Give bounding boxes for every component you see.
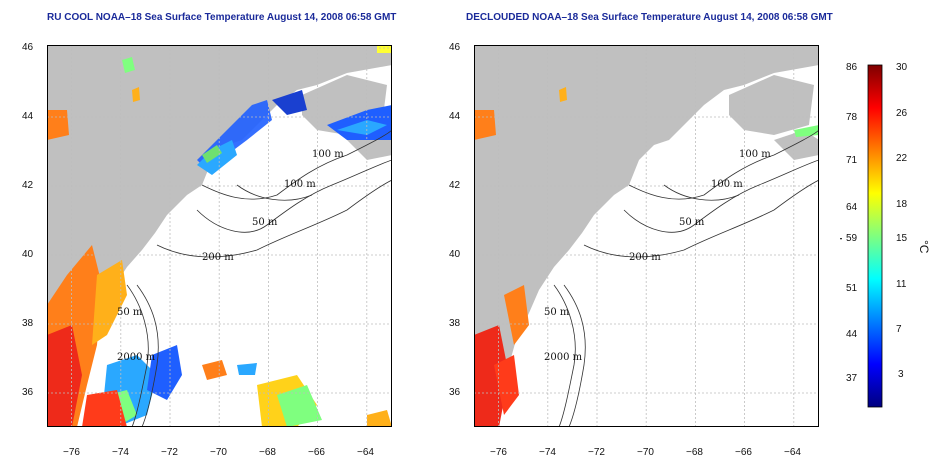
y-tick-labels: 46 44 42 40 38 36 xyxy=(449,42,461,398)
y-tick-46: 46 xyxy=(22,42,34,53)
x-tick-70: −70 xyxy=(210,447,227,458)
contour-label-2000m: 2000 m xyxy=(544,352,583,363)
x-tick-76: −76 xyxy=(63,447,80,458)
left-axes: 46 44 42 40 38 36 −76 −74 −72 −70 −68 −6… xyxy=(22,42,374,458)
right-panel-title: DECLOUDED NOAA–18 Sea Surface Temperatur… xyxy=(466,12,833,23)
x-tick-74: −74 xyxy=(112,447,129,458)
x-tick-66: −66 xyxy=(735,447,752,458)
c-tick-7: 7 xyxy=(896,324,902,335)
f-tick-64: 64 xyxy=(846,202,858,213)
y-tick-42: 42 xyxy=(22,180,34,191)
contour-label-50m-a: 50 m xyxy=(679,217,705,228)
f-tick-37: 37 xyxy=(846,373,858,384)
contour-label-50m-b: 50 m xyxy=(544,307,570,318)
x-tick-66: −66 xyxy=(308,447,325,458)
f-tick-59: 59 xyxy=(846,233,858,244)
c-tick-30: 30 xyxy=(896,62,908,73)
contour-labels: 100 m 100 m 50 m 200 m 50 m 2000 m xyxy=(544,149,771,363)
fahrenheit-ticks: 86 78 71 64 59 51 44 37 xyxy=(846,62,858,384)
x-tick-labels: −76 −74 −72 −70 −68 −66 −64 xyxy=(63,447,374,458)
right-axes: 46 44 42 40 38 36 −76 −74 −72 −70 −68 −6… xyxy=(449,42,801,458)
x-tick-72: −72 xyxy=(588,447,605,458)
c-tick-3: 3 xyxy=(898,369,904,380)
map-frame xyxy=(474,45,819,427)
x-tick-labels: −76 −74 −72 −70 −68 −66 −64 xyxy=(490,447,801,458)
y-tick-46: 46 xyxy=(449,42,461,53)
sst-cloud-contaminated-patches xyxy=(47,45,392,427)
f-tick-86: 86 xyxy=(846,62,858,73)
y-tick-42: 42 xyxy=(449,180,461,191)
y-tick-36: 36 xyxy=(449,387,461,398)
x-tick-64: −64 xyxy=(784,447,801,458)
f-tick-44: 44 xyxy=(846,329,858,340)
left-panel-title: RU COOL NOAA–18 Sea Surface Temperature … xyxy=(47,12,397,23)
temperature-colorbar: 86 78 71 64 59 51 44 37 °F 30 26 22 18 1… xyxy=(840,62,931,408)
celsius-label: °C xyxy=(917,240,931,254)
x-tick-64: −64 xyxy=(357,447,374,458)
y-tick-44: 44 xyxy=(22,111,34,122)
y-tick-labels: 46 44 42 40 38 36 xyxy=(22,42,34,398)
right-sst-map: 100 m 100 m 50 m 200 m 50 m 2000 m xyxy=(474,45,819,427)
f-tick-78: 78 xyxy=(846,112,858,123)
bathymetry-contours xyxy=(126,129,392,427)
contour-label-2000m: 2000 m xyxy=(117,352,156,363)
c-tick-26: 26 xyxy=(896,108,908,119)
f-tick-51: 51 xyxy=(846,283,858,294)
y-tick-38: 38 xyxy=(449,318,461,329)
contour-label-100m-a: 100 m xyxy=(739,149,771,160)
f-tick-71: 71 xyxy=(846,155,858,166)
contour-labels: 100 m 100 m 50 m 200 m 50 m 2000 m xyxy=(117,149,344,363)
contour-label-100m-a: 100 m xyxy=(312,149,344,160)
y-tick-38: 38 xyxy=(22,318,34,329)
celsius-ticks: 30 26 22 18 15 11 7 3 xyxy=(896,62,908,380)
contour-label-200m: 200 m xyxy=(629,252,661,263)
contour-label-100m-b: 100 m xyxy=(284,179,316,190)
y-tick-36: 36 xyxy=(22,387,34,398)
y-tick-40: 40 xyxy=(449,249,461,260)
x-tick-76: −76 xyxy=(490,447,507,458)
x-tick-68: −68 xyxy=(686,447,703,458)
sst-clear-sky-patches xyxy=(474,87,819,427)
fahrenheit-label: °F xyxy=(840,233,845,245)
x-tick-70: −70 xyxy=(637,447,654,458)
c-tick-22: 22 xyxy=(896,153,908,164)
y-tick-40: 40 xyxy=(22,249,34,260)
x-tick-72: −72 xyxy=(161,447,178,458)
y-tick-44: 44 xyxy=(449,111,461,122)
c-tick-18: 18 xyxy=(896,199,908,210)
grid-lines xyxy=(47,45,392,427)
x-tick-74: −74 xyxy=(539,447,556,458)
contour-label-50m-a: 50 m xyxy=(252,217,278,228)
grid-lines xyxy=(474,45,819,427)
colorbar-gradient xyxy=(867,64,883,408)
contour-label-100m-b: 100 m xyxy=(711,179,743,190)
c-tick-11: 11 xyxy=(896,279,907,290)
bathymetry-contours xyxy=(553,129,819,427)
map-frame xyxy=(47,45,392,427)
x-tick-68: −68 xyxy=(259,447,276,458)
c-tick-15: 15 xyxy=(896,233,908,244)
contour-label-200m: 200 m xyxy=(202,252,234,263)
left-sst-map: 100 m 100 m 50 m 200 m 50 m 2000 m xyxy=(47,45,392,427)
contour-label-50m-b: 50 m xyxy=(117,307,143,318)
